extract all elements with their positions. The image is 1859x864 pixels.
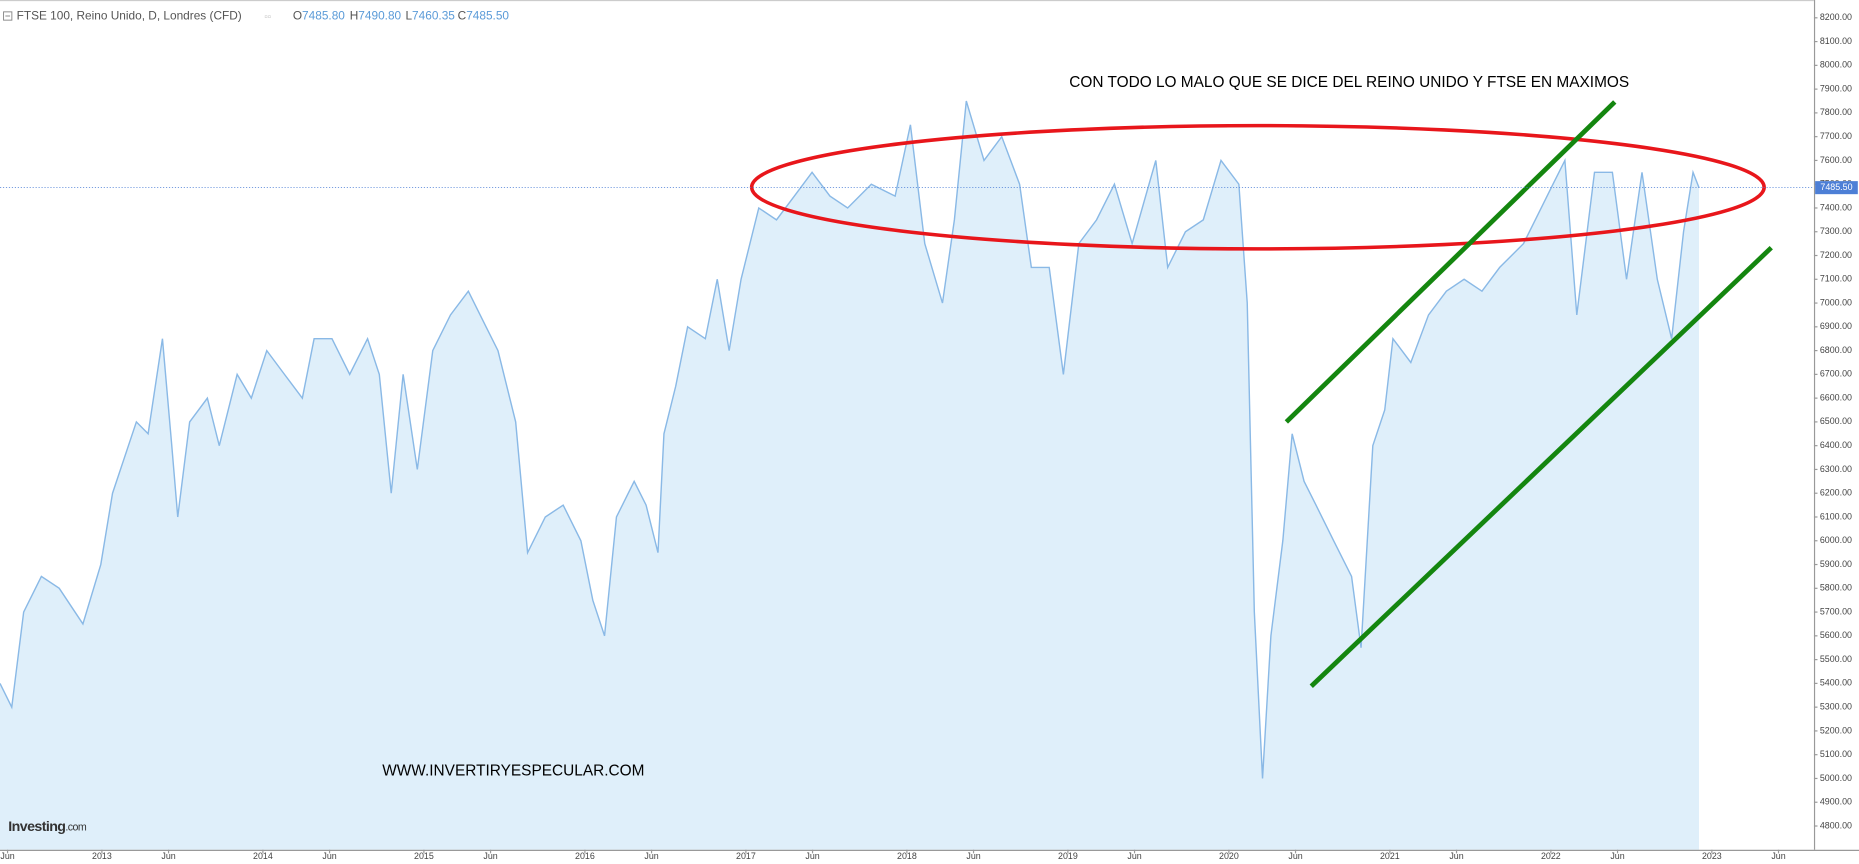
y-tick-label: 5500.00 <box>1820 654 1852 664</box>
y-tick-label: 6700.00 <box>1820 369 1852 379</box>
y-tick-label: 8000.00 <box>1820 60 1852 70</box>
logo-brand: Investing <box>8 819 65 835</box>
channel-lower <box>1309 245 1773 688</box>
y-tick-label: 7300.00 <box>1820 226 1852 236</box>
y-tick-label: 7800.00 <box>1820 107 1852 117</box>
x-tick-label: 2016 <box>575 851 595 861</box>
y-tick-label: 5000.00 <box>1820 773 1852 783</box>
ohlc-label: L <box>405 9 412 23</box>
annotation: CON TODO LO MALO QUE SE DICE DEL REINO U… <box>1069 74 1629 91</box>
ohlc-label: C <box>458 9 467 23</box>
y-tick-label: 5100.00 <box>1820 749 1852 759</box>
x-tick-label: Jun <box>322 851 336 861</box>
y-tick-label: 7700.00 <box>1820 131 1852 141</box>
y-tick-label: 6500.00 <box>1820 416 1852 426</box>
chart-title: FTSE 100, Reino Unido, D, Londres (CFD) <box>17 9 242 23</box>
y-tick-label: 7200.00 <box>1820 250 1852 260</box>
ohlc-value: 7485.50 <box>466 9 509 23</box>
x-tick-label: 2020 <box>1219 851 1239 861</box>
header-icons[interactable]: ▫▫ <box>264 11 271 22</box>
channel-upper <box>1284 100 1617 424</box>
x-tick-label: Jun <box>1127 851 1141 861</box>
annotation: WWW.INVERTIRYESPECULAR.COM <box>382 763 644 780</box>
y-tick-label: 5800.00 <box>1820 583 1852 593</box>
y-tick-label: 7000.00 <box>1820 297 1852 307</box>
x-tick-label: Jun <box>644 851 658 861</box>
y-tick-label: 5700.00 <box>1820 606 1852 616</box>
x-tick-label: 2014 <box>253 851 273 861</box>
header: FTSE 100, Reino Unido, D, Londres (CFD) … <box>17 9 510 23</box>
x-tick-label: 2022 <box>1541 851 1561 861</box>
x-tick-label: Jun <box>0 851 14 861</box>
x-tick-label: 2019 <box>1058 851 1078 861</box>
last-price-tag <box>1815 181 1858 195</box>
y-tick-label: 4900.00 <box>1820 797 1852 807</box>
x-tick-label: Jun <box>805 851 819 861</box>
y-tick-label: 7900.00 <box>1820 83 1852 93</box>
y-tick-label: 5600.00 <box>1820 630 1852 640</box>
last-price-label: 7485.50 <box>1820 182 1852 192</box>
logo-suffix: .com <box>65 821 86 833</box>
x-tick-label: 2015 <box>414 851 434 861</box>
y-tick-label: 7100.00 <box>1820 274 1852 284</box>
ohlc-value: 7485.80 <box>302 9 345 23</box>
y-tick-label: 5900.00 <box>1820 559 1852 569</box>
line <box>0 100 1700 779</box>
x-tick-label: Jun <box>1449 851 1463 861</box>
y-tick-label: 6000.00 <box>1820 535 1852 545</box>
y-tick-label: 7400.00 <box>1820 202 1852 212</box>
x-tick-label: Jun <box>1610 851 1624 861</box>
y-tick-label: 6400.00 <box>1820 440 1852 450</box>
x-tick-label: Jun <box>1288 851 1302 861</box>
y-tick-label: 6600.00 <box>1820 392 1852 402</box>
x-tick-label: 2013 <box>92 851 112 861</box>
plot-area <box>0 100 1700 850</box>
y-tick-label: 6100.00 <box>1820 511 1852 521</box>
y-tick-label: 6900.00 <box>1820 321 1852 331</box>
highlight-ellipse <box>749 123 1766 251</box>
logo: Investing.com <box>8 819 87 835</box>
x-tick-label: 2023 <box>1702 851 1722 861</box>
y-tick-label: 6300.00 <box>1820 464 1852 474</box>
collapse-icon[interactable] <box>3 11 13 21</box>
ohlc-value: 7460.35 <box>412 9 455 23</box>
x-tick-label: 2017 <box>736 851 756 861</box>
area <box>0 101 1699 850</box>
ohlc-label: H <box>350 9 359 23</box>
x-tick-label: Jun <box>966 851 980 861</box>
y-tick-label: 6200.00 <box>1820 488 1852 498</box>
x-tick-label: 2018 <box>897 851 917 861</box>
y-tick-label: 6800.00 <box>1820 345 1852 355</box>
y-tick-label: 8200.00 <box>1820 12 1852 22</box>
x-tick-label: 2021 <box>1380 851 1400 861</box>
x-tick-label: Jun <box>1771 851 1785 861</box>
y-tick-label: 4800.00 <box>1820 820 1852 830</box>
x-tick-label: Jun <box>483 851 497 861</box>
y-tick-label: 7600.00 <box>1820 155 1852 165</box>
y-tick-label: 5200.00 <box>1820 725 1852 735</box>
y-tick-label: 8100.00 <box>1820 36 1852 46</box>
ohlc-label: O <box>293 9 302 23</box>
y-tick-label: 5300.00 <box>1820 701 1852 711</box>
y-tick-label: 5400.00 <box>1820 678 1852 688</box>
ohlc-value: 7490.80 <box>358 9 401 23</box>
x-tick-label: Jun <box>161 851 175 861</box>
